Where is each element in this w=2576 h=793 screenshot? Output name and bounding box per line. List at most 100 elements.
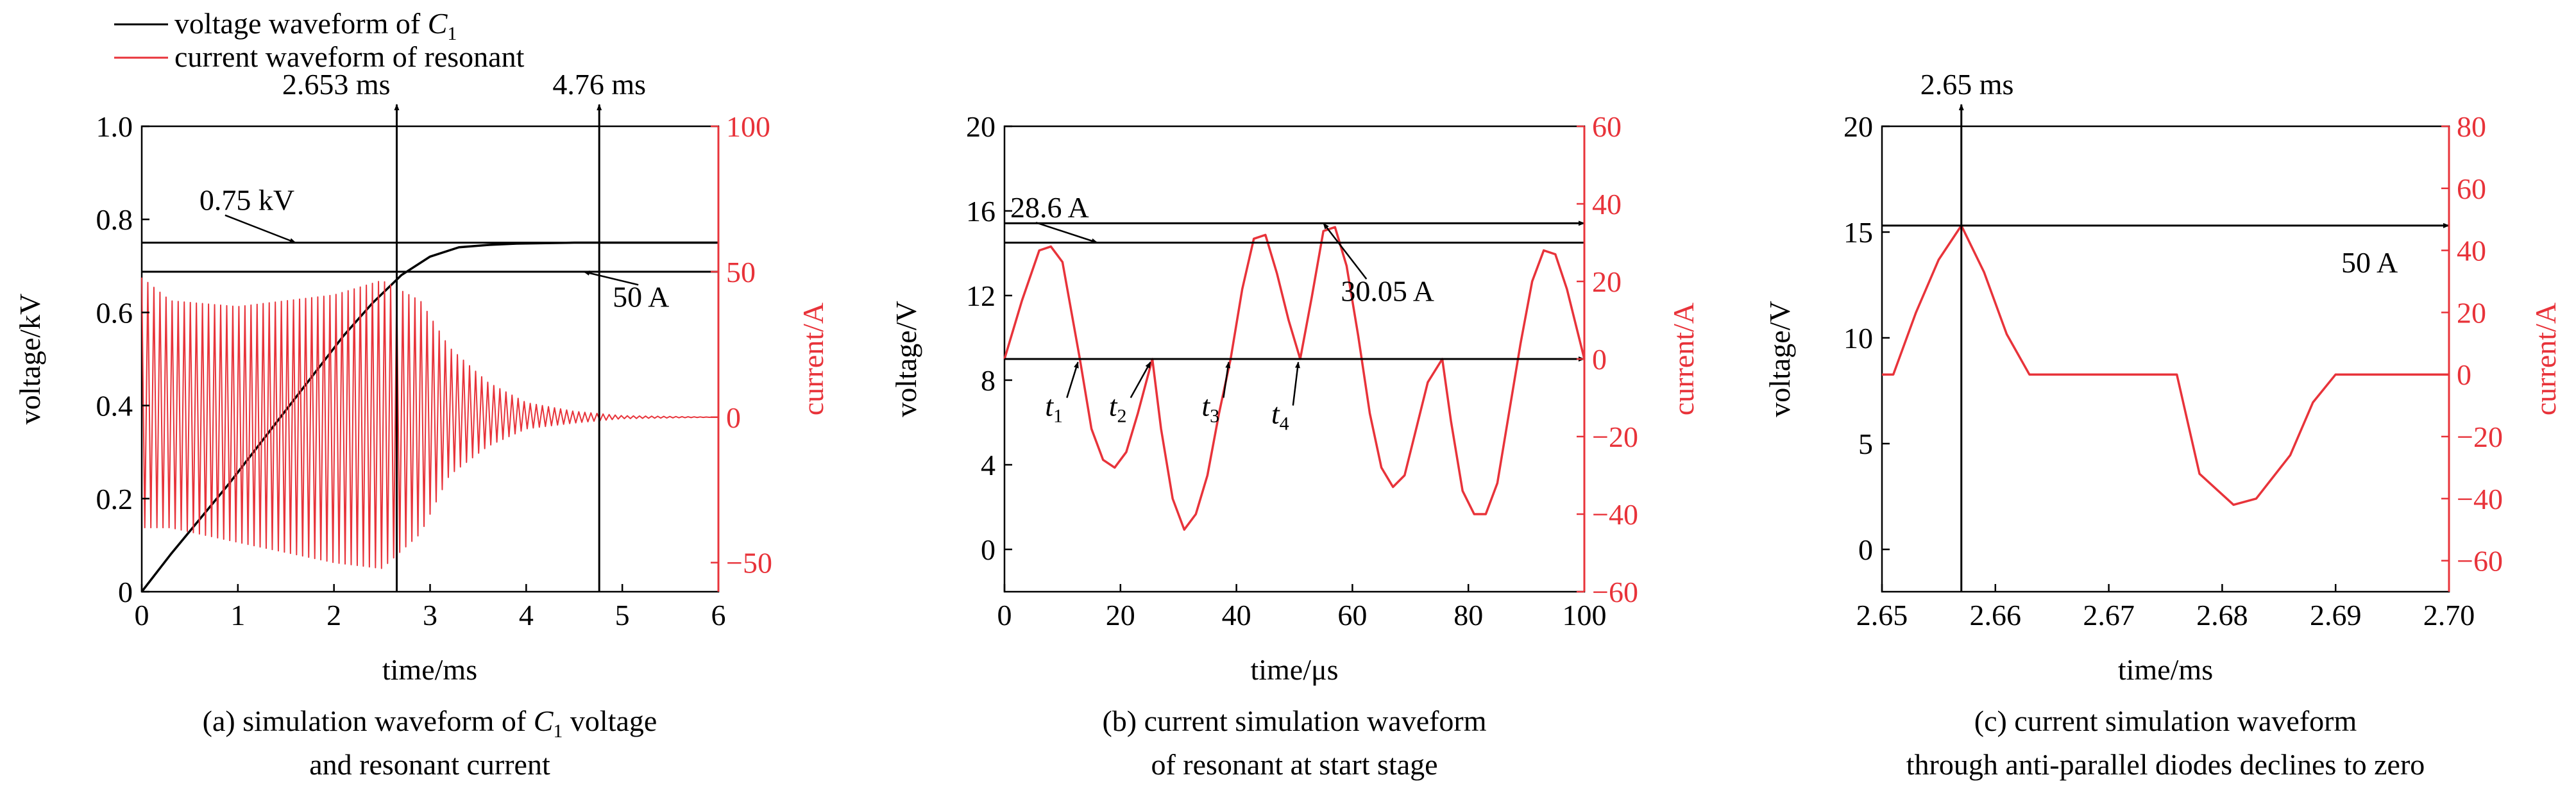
panel-a-plot-area (140, 104, 719, 593)
panel-b-x-ticks: 0 20 40 60 80 100 (997, 584, 1607, 631)
time-mark-arrow (1130, 362, 1151, 399)
time-mark-arrow (1223, 362, 1231, 398)
time-mark-label: t3 (1201, 389, 1219, 426)
x-tick-label: 100 (1563, 599, 1607, 631)
panel-c-caption-line-1: (c) current simulation waveform (1974, 705, 2357, 737)
panel-c-x-label: time/ms (2118, 653, 2213, 686)
legend-current-label: current waveform of resonant (174, 40, 525, 73)
x-tick-label: 2.65 (1856, 599, 1908, 631)
x-tick-label: 1 (230, 599, 245, 631)
panel-a-caption-line-2: and resonant current (309, 748, 550, 781)
panel-a-left-y-label: voltage/kV (13, 294, 46, 424)
annotation-label: 0.75 kV (199, 184, 294, 217)
annotation-label: 30.05 A (1341, 274, 1434, 307)
right-y-tick-label: −60 (1592, 576, 1638, 608)
left-y-tick-label: 8 (981, 364, 996, 397)
right-y-tick-label: −40 (1592, 498, 1638, 531)
left-y-tick-label: 0 (1858, 533, 1873, 566)
annotation-arrow (583, 271, 639, 286)
left-y-tick-label: 0 (981, 533, 996, 566)
right-y-tick-label: 0 (2457, 358, 2471, 391)
legend-voltage-label: voltage waveform of C1 (174, 7, 457, 44)
x-tick-label: 20 (1106, 599, 1135, 631)
panel-a-caption-line-1: (a) simulation waveform of C1 voltage (203, 705, 657, 742)
panel-c-right-ticks: −60 −40 −20 0 20 40 60 80 (2441, 110, 2503, 592)
panel-b-left-ticks: 0 4 8 12 16 20 (966, 110, 1012, 566)
panel-b-plot-area (1003, 221, 1586, 531)
series-line (141, 277, 719, 569)
x-tick-label: 3 (423, 599, 437, 631)
panel-c-left-y-label: voltage/V (1763, 301, 1796, 417)
panel-b-x-label: time/μs (1250, 653, 1338, 686)
right-y-tick-label: 0 (726, 401, 741, 434)
right-y-tick-label: −40 (2457, 483, 2503, 515)
x-tick-label: 2.66 (1970, 599, 2022, 631)
time-mark-label: t4 (1271, 397, 1289, 435)
left-y-tick-label: 0.4 (96, 390, 133, 422)
time-mark-arrow (1292, 362, 1300, 406)
panel-b-caption-line-1: (b) current simulation waveform (1102, 705, 1486, 737)
time-mark-label: t1 (1045, 389, 1063, 426)
x-tick-label: 2.69 (2310, 599, 2362, 631)
panel-c-left-ticks: 0 5 10 15 20 (1843, 110, 1890, 566)
panel-c-x-ticks: 2.65 2.66 2.67 2.68 2.69 2.70 (1856, 584, 2475, 631)
panel-c: 2.65 2.66 2.67 2.68 2.69 2.70 0 5 10 15 20 −60 −40… (1763, 68, 2562, 781)
x-tick-label: 2.70 (2423, 599, 2475, 631)
panel-a-left-ticks: 0 0.2 0.4 0.6 0.8 1.0 (96, 110, 149, 608)
annotation-arrow (1323, 222, 1368, 280)
right-y-tick-label: 100 (726, 110, 770, 143)
panel-a-legend: voltage waveform of C1 current waveform … (114, 7, 525, 73)
annotation-label: 28.6 A (1010, 191, 1089, 224)
left-y-tick-label: 20 (966, 110, 996, 143)
panel-a-right-y-label: current/A (797, 303, 829, 415)
left-y-tick-label: 12 (966, 280, 996, 312)
panel-b-right-ticks: −60 −40 −20 0 20 40 60 (1577, 110, 1638, 608)
left-y-tick-label: 0.8 (96, 203, 133, 236)
x-tick-label: 60 (1337, 599, 1367, 631)
right-y-tick-label: 40 (2457, 235, 2486, 267)
panel-c-annotations: 2.65 ms 50 A (1920, 68, 2398, 279)
panel-b-caption-line-2: of resonant at start stage (1151, 748, 1437, 781)
left-y-tick-label: 0.2 (96, 483, 133, 515)
annotation-label: 2.65 ms (1920, 68, 2014, 101)
panel-b-annotations: 28.6 A 30.05 A t1 t2 t3 t4 (1010, 191, 1434, 434)
series-line (1882, 224, 2449, 506)
annotation-label: 2.653 ms (282, 68, 391, 101)
right-y-tick-label: 80 (2457, 110, 2486, 143)
right-y-tick-label: 40 (1592, 188, 1622, 221)
right-y-tick-label: 20 (1592, 265, 1622, 298)
right-y-tick-label: 60 (1592, 110, 1622, 143)
x-tick-label: 4 (519, 599, 534, 631)
right-y-tick-label: −60 (2457, 545, 2503, 578)
x-tick-label: 0 (997, 599, 1012, 631)
annotation-label: 4.76 ms (552, 68, 646, 101)
panel-a-x-label: time/ms (382, 653, 477, 686)
panel-b-left-y-label: voltage/V (890, 301, 922, 417)
x-tick-label: 2 (326, 599, 341, 631)
x-tick-label: 80 (1453, 599, 1483, 631)
panel-c-plot-area (1882, 104, 2450, 592)
right-y-tick-label: −20 (2457, 421, 2503, 453)
left-y-tick-label: 5 (1858, 428, 1873, 460)
panel-c-caption-line-2: through anti-parallel diodes declines to… (1906, 748, 2425, 781)
panel-a: 0 1 2 3 4 5 6 0 0.2 0.4 0.6 0.8 1.0 −50 0 50 100 2.653… (13, 7, 829, 781)
time-mark-arrow (1066, 362, 1079, 398)
x-tick-label: 5 (615, 599, 630, 631)
right-y-tick-label: 0 (1592, 343, 1607, 376)
x-tick-label: 40 (1222, 599, 1251, 631)
x-tick-label: 6 (711, 599, 726, 631)
series-line (1003, 226, 1586, 531)
panel-c-right-y-label: current/A (2529, 303, 2562, 415)
left-y-tick-label: 16 (966, 195, 996, 228)
left-y-tick-label: 15 (1843, 216, 1873, 249)
annotation-arrow (225, 214, 296, 244)
time-mark-label: t2 (1109, 389, 1127, 426)
right-y-tick-label: 60 (2457, 172, 2486, 205)
right-y-tick-label: −20 (1592, 421, 1638, 453)
panel-b-right-y-label: current/A (1667, 303, 1700, 415)
annotation-arrow (1035, 221, 1098, 244)
panel-a-annotations: 2.653 ms 4.76 ms 0.75 kV 50 A (199, 68, 669, 313)
left-y-tick-label: 0 (118, 576, 133, 608)
